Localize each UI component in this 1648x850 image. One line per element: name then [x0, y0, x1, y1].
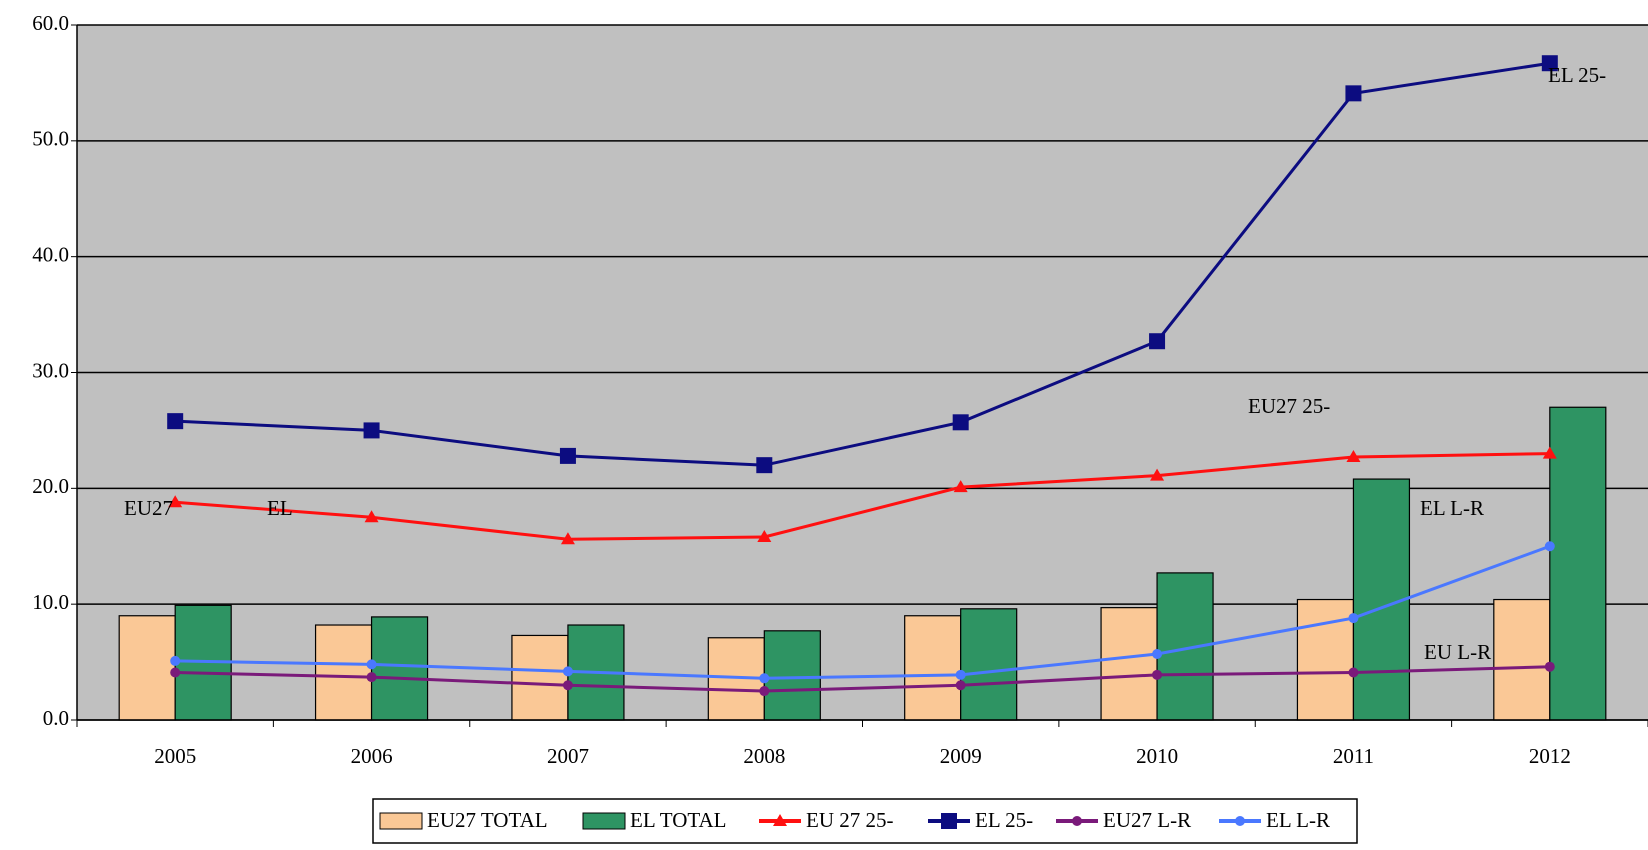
annotation: EL 25- [1548, 63, 1606, 87]
legend: EU27 TOTAL EL TOTAL EU 27 25- EL 25- EU27 L-… [372, 798, 1358, 844]
marker [562, 666, 573, 677]
marker [559, 447, 576, 464]
marker [1346, 450, 1361, 463]
y-tick-label: 20.0 [32, 474, 69, 498]
y-tick-label: 10.0 [32, 590, 69, 614]
legend-marker [1235, 816, 1245, 826]
marker [1152, 648, 1163, 659]
legend-label: EL TOTAL [630, 808, 727, 832]
bar [763, 630, 821, 721]
legend-box [372, 798, 1358, 844]
legend-marker [1072, 816, 1082, 826]
x-tick-label: 2011 [1333, 744, 1374, 768]
line [175, 452, 1550, 541]
marker [167, 413, 184, 430]
x-tick-label: 2009 [940, 744, 982, 768]
line-series [170, 541, 1555, 684]
marker [363, 422, 380, 439]
annotation: EU27 25- [1248, 394, 1330, 418]
marker [562, 680, 573, 691]
marker [1348, 613, 1359, 624]
marker [759, 686, 770, 697]
line-series [170, 661, 1555, 697]
marker [952, 414, 969, 431]
bar [960, 608, 1018, 721]
legend-label: EU 27 25- [806, 808, 894, 832]
bar [1296, 598, 1355, 721]
legend-label: EL 25- [975, 808, 1033, 832]
marker [1544, 661, 1555, 672]
bar [1549, 406, 1607, 721]
marker [1150, 468, 1165, 481]
legend-marker [773, 814, 787, 826]
annotation: EL [267, 496, 293, 520]
marker [955, 680, 966, 691]
marker [1345, 85, 1362, 102]
y-tick-label: 30.0 [32, 358, 69, 382]
legend-swatch [379, 812, 423, 830]
marker [759, 673, 770, 684]
marker [170, 655, 181, 666]
bar [904, 615, 962, 721]
line [175, 61, 1551, 467]
marker [955, 669, 966, 680]
marker [1348, 667, 1359, 678]
x-tick-label: 2006 [351, 744, 393, 768]
marker [1544, 541, 1555, 552]
x-tick-label: 2012 [1529, 744, 1571, 768]
legend-label: EL L-R [1266, 808, 1330, 832]
annotation: EU27 [124, 496, 173, 520]
legend-label: EU27 TOTAL [427, 808, 548, 832]
legend-label: EU27 L-R [1103, 808, 1191, 832]
marker [756, 457, 773, 474]
marker [366, 672, 377, 683]
legend-marker [941, 813, 957, 829]
marker [170, 667, 181, 678]
y-tick-label: 40.0 [32, 242, 69, 266]
y-tick-label: 0.0 [43, 706, 69, 730]
line [175, 544, 1551, 680]
bar [314, 624, 373, 721]
x-tick-label: 2008 [743, 744, 785, 768]
legend-swatch [582, 812, 626, 830]
marker [1542, 446, 1557, 459]
annotation: EU L-R [1424, 640, 1491, 664]
marker [364, 510, 379, 523]
annotation: EL L-R [1420, 496, 1484, 520]
y-tick-label: 50.0 [32, 127, 69, 151]
line-series [167, 55, 1558, 474]
bar [511, 634, 569, 721]
x-tick-label: 2005 [154, 744, 196, 768]
x-tick-label: 2010 [1136, 744, 1178, 768]
line-series [168, 446, 1557, 545]
marker [953, 480, 968, 493]
marker [1541, 55, 1558, 72]
marker [1149, 333, 1166, 350]
line [175, 665, 1550, 693]
y-tick-label: 60.0 [32, 11, 69, 35]
bar [370, 616, 429, 721]
marker [168, 495, 183, 508]
bar [1493, 598, 1551, 721]
bar [118, 615, 176, 721]
marker [757, 529, 772, 542]
marker [560, 532, 575, 545]
marker [1152, 669, 1163, 680]
marker [366, 659, 377, 670]
x-tick-label: 2007 [547, 744, 589, 768]
bar [1100, 607, 1158, 721]
